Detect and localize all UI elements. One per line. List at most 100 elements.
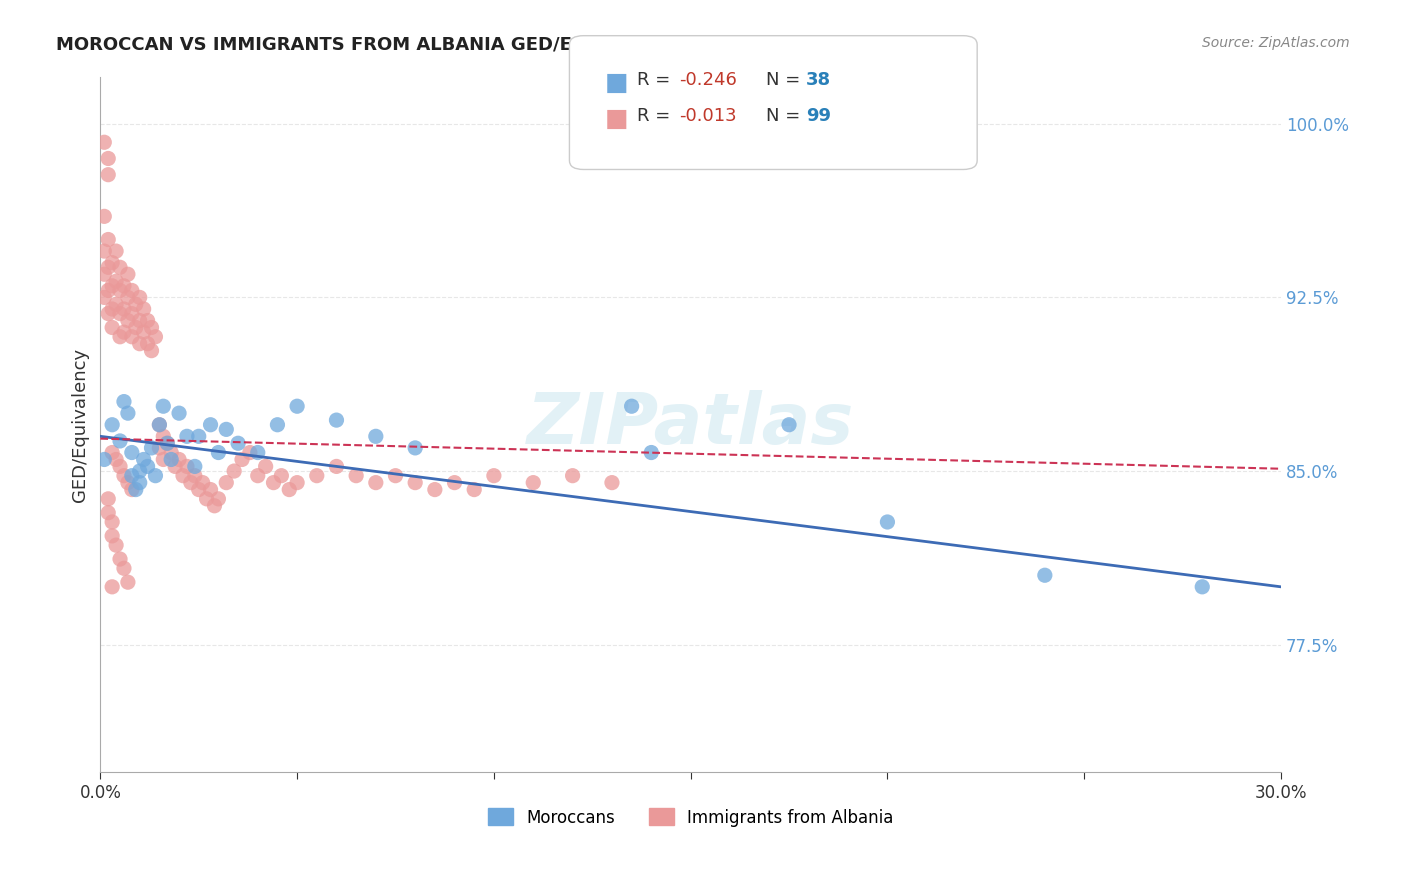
Point <box>101 417 124 432</box>
Point <box>101 529 124 543</box>
Point <box>108 330 131 344</box>
Point <box>108 434 131 448</box>
Point <box>325 459 347 474</box>
Text: -0.013: -0.013 <box>679 107 737 125</box>
Text: N =: N = <box>766 107 806 125</box>
Point <box>117 575 139 590</box>
Point <box>93 135 115 149</box>
Point <box>128 464 150 478</box>
Point <box>423 483 446 497</box>
Point <box>200 417 222 432</box>
Point <box>167 406 190 420</box>
Point <box>191 475 214 490</box>
Point <box>97 491 120 506</box>
Point <box>97 284 120 298</box>
Point <box>184 468 207 483</box>
Point <box>600 475 623 490</box>
Point <box>145 330 167 344</box>
Point <box>239 445 262 459</box>
Point <box>278 483 301 497</box>
Point <box>97 260 120 275</box>
Point <box>204 499 226 513</box>
Point <box>93 452 115 467</box>
Point <box>128 290 150 304</box>
Text: -0.246: -0.246 <box>679 71 737 89</box>
Text: MOROCCAN VS IMMIGRANTS FROM ALBANIA GED/EQUIVALENCY CORRELATION CHART: MOROCCAN VS IMMIGRANTS FROM ALBANIA GED/… <box>56 36 921 54</box>
Point <box>105 452 128 467</box>
Point <box>112 394 135 409</box>
Point <box>117 267 139 281</box>
Point <box>108 459 131 474</box>
Text: Source: ZipAtlas.com: Source: ZipAtlas.com <box>1202 36 1350 50</box>
Point <box>270 468 292 483</box>
Point <box>101 580 124 594</box>
Point <box>105 538 128 552</box>
Point <box>187 483 209 497</box>
Point <box>128 336 150 351</box>
Point <box>93 210 115 224</box>
Point <box>640 445 662 459</box>
Point <box>325 413 347 427</box>
Point <box>97 168 120 182</box>
Point <box>167 452 190 467</box>
Text: R =: R = <box>637 71 676 89</box>
Point <box>231 452 253 467</box>
Point <box>152 399 174 413</box>
Point <box>160 452 183 467</box>
Point <box>172 468 194 483</box>
Point <box>132 301 155 316</box>
Point <box>285 399 308 413</box>
Point <box>105 244 128 258</box>
Point <box>160 445 183 459</box>
Point <box>152 452 174 467</box>
Text: 38: 38 <box>806 71 831 89</box>
Point <box>93 244 115 258</box>
Point <box>156 436 179 450</box>
Text: R =: R = <box>637 107 676 125</box>
Point <box>404 441 426 455</box>
Point <box>112 561 135 575</box>
Point <box>226 436 249 450</box>
Point <box>125 483 148 497</box>
Point <box>112 301 135 316</box>
Point <box>148 417 170 432</box>
Point <box>876 515 898 529</box>
Point <box>141 320 163 334</box>
Text: ■: ■ <box>605 71 628 95</box>
Point <box>108 307 131 321</box>
Point <box>266 417 288 432</box>
Point <box>112 278 135 293</box>
Point <box>117 406 139 420</box>
Point <box>404 475 426 490</box>
Text: N =: N = <box>766 71 806 89</box>
Point <box>121 483 143 497</box>
Point <box>215 475 238 490</box>
Point <box>117 290 139 304</box>
Text: 99: 99 <box>806 107 831 125</box>
Point <box>117 475 139 490</box>
Point <box>561 468 583 483</box>
Point <box>101 255 124 269</box>
Point <box>195 491 218 506</box>
Point <box>105 274 128 288</box>
Point <box>112 325 135 339</box>
Point <box>165 459 187 474</box>
Point <box>117 313 139 327</box>
Point <box>148 417 170 432</box>
Point <box>285 475 308 490</box>
Point <box>125 297 148 311</box>
Text: ■: ■ <box>605 107 628 130</box>
Point <box>156 436 179 450</box>
Point <box>364 475 387 490</box>
Point <box>101 515 124 529</box>
Point <box>187 429 209 443</box>
Point <box>101 445 124 459</box>
Point <box>105 297 128 311</box>
Point <box>121 284 143 298</box>
Point <box>224 464 246 478</box>
Point <box>207 445 229 459</box>
Point <box>145 468 167 483</box>
Point <box>101 320 124 334</box>
Point <box>246 445 269 459</box>
Point <box>184 459 207 474</box>
